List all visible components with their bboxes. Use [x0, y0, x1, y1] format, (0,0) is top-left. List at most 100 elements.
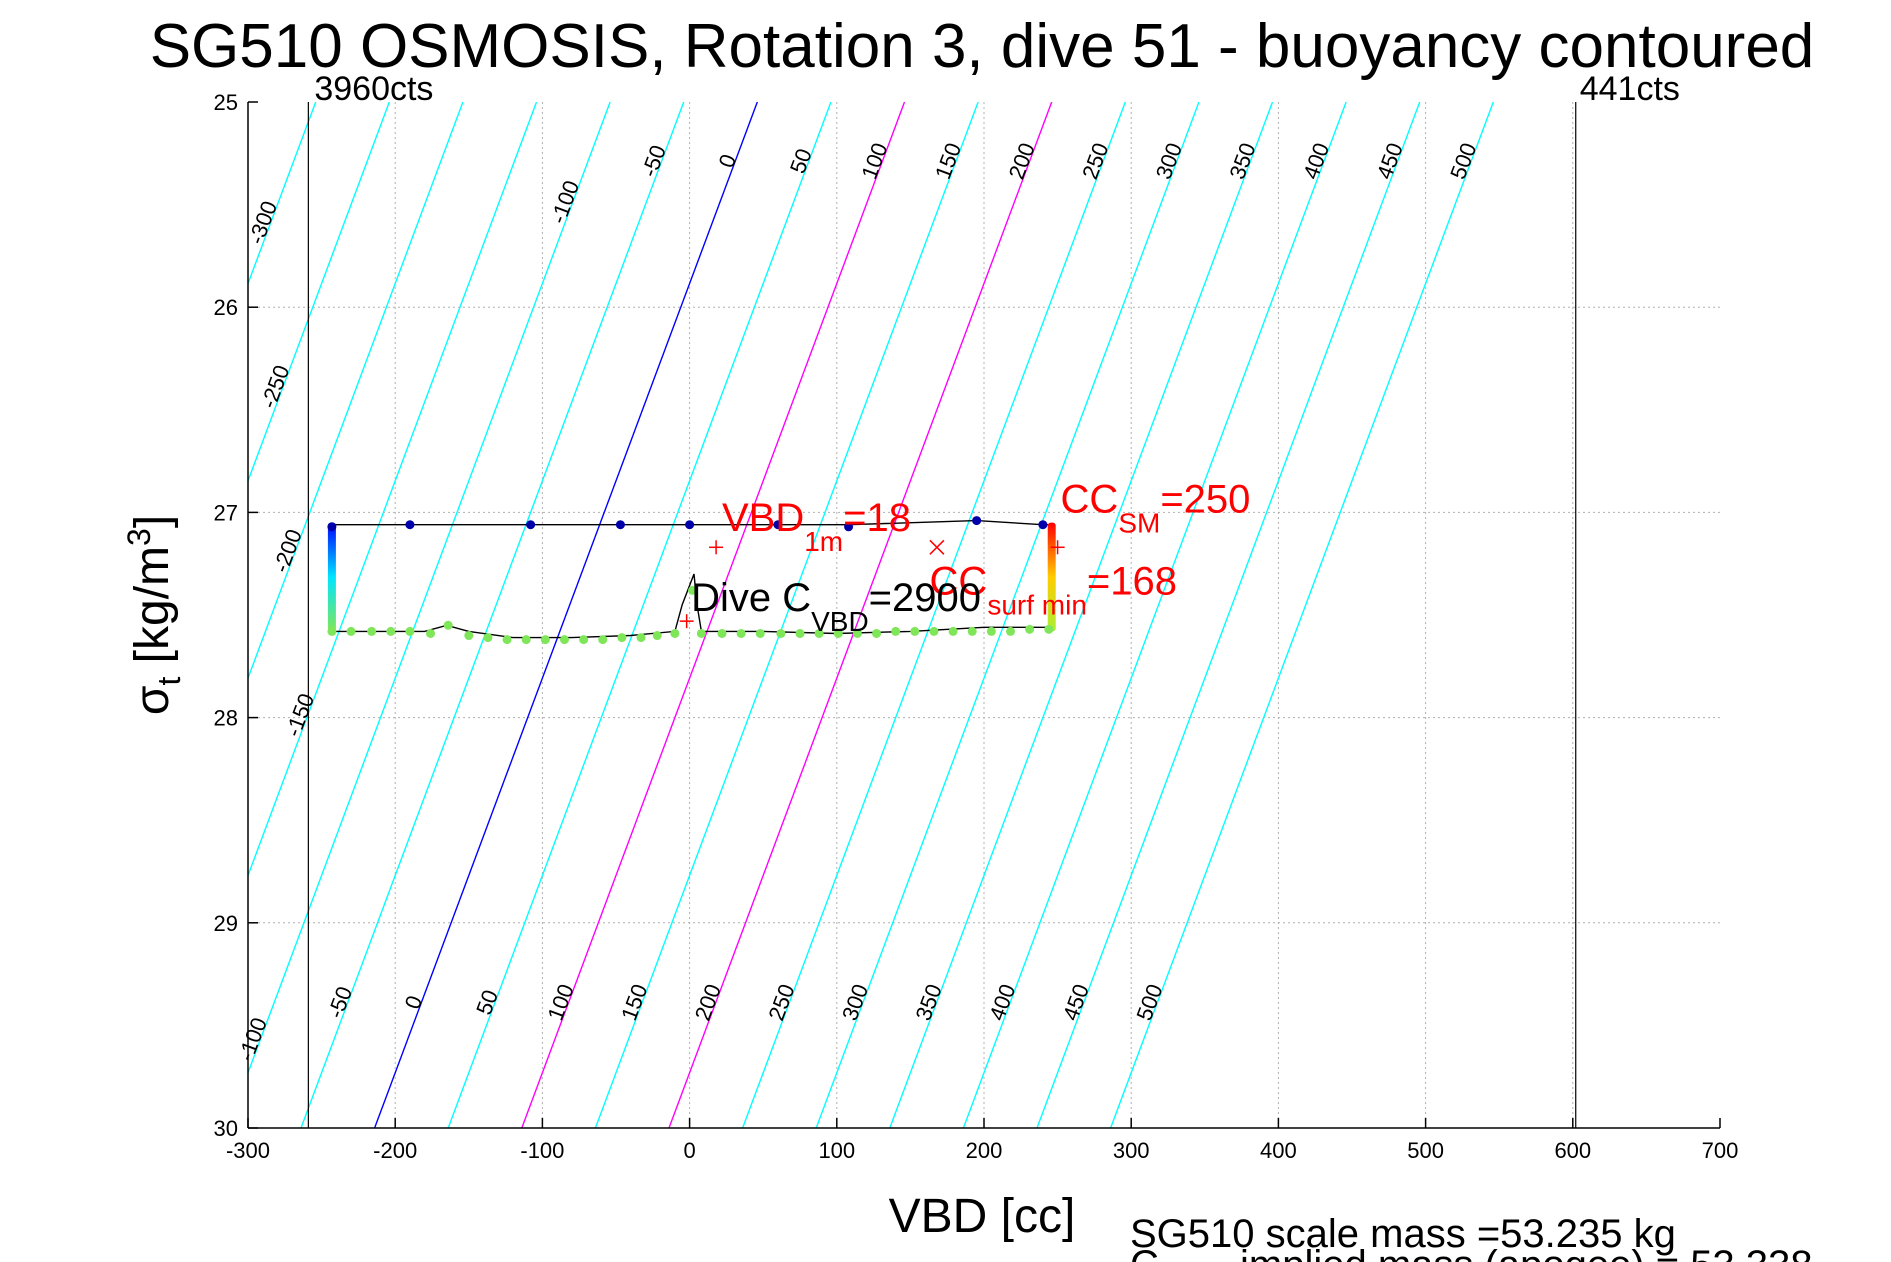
buoyancy-contour-line: [248, 102, 317, 286]
ascent-point: [852, 628, 862, 638]
buoyancy-contour-line: [447, 102, 832, 1128]
plus-marker: [679, 614, 694, 629]
ascent-point: [1044, 624, 1054, 634]
ascent-point: [872, 628, 882, 638]
ascent-point: [929, 626, 939, 636]
x-tick-label: 100: [818, 1138, 855, 1163]
plus-marker: [709, 540, 724, 555]
ascent-point: [617, 633, 627, 643]
y-axis-label-text: σt [kg/m3]: [121, 515, 187, 715]
annotation-vbd-1m: VBD1m=18: [722, 496, 911, 557]
buoyancy-contour-line: [248, 102, 464, 681]
buoyancy-contour-line: [1109, 102, 1494, 1128]
ascent-point: [717, 628, 727, 638]
x-tick-label: 300: [1113, 1138, 1150, 1163]
footer-c-symbol: C: [1130, 1243, 1159, 1262]
vbd-limit-label: 3960cts: [314, 70, 433, 108]
ascent-point: [891, 626, 901, 636]
descent-point: [773, 520, 783, 530]
buoyancy-contour-line: [889, 102, 1274, 1128]
axes: -300 -200 -100 0 100 200 300 400 500 600 700 25 26 27…: [214, 90, 1739, 1163]
annotation-value: =2900: [869, 576, 981, 620]
descent-point: [405, 520, 415, 530]
ascent-point: [967, 626, 977, 636]
ascent-point: [696, 628, 706, 638]
chart-title: SG510 OSMOSIS, Rotation 3, dive 51 - buo…: [150, 12, 1815, 81]
ascent-point: [776, 628, 786, 638]
annotation-main: CC: [930, 559, 988, 603]
annotation-sub: 1m: [804, 526, 843, 557]
y-label-close: ]: [126, 515, 179, 528]
ascent-point: [1025, 624, 1035, 634]
buoyancy-contour-line: [594, 102, 979, 1128]
y-tick-label: 25: [214, 90, 238, 115]
y-tick-label: 28: [214, 706, 238, 731]
ascent-point: [986, 626, 996, 636]
ascent-point: [670, 628, 680, 638]
ascent-point: [636, 633, 646, 643]
annotation-main: VBD: [722, 496, 804, 540]
ascent-point: [521, 635, 531, 645]
descent-point: [327, 522, 337, 532]
ascent-point: [948, 626, 958, 636]
descent-point: [1038, 520, 1048, 530]
ascent-point: [579, 635, 589, 645]
footer-implied-mass: implied mass (apogee) = 53.338: [1240, 1243, 1813, 1262]
footer-scale-mass: SG510 scale mass =53.235 kg: [1130, 1212, 1676, 1256]
ascent-point: [346, 626, 356, 636]
y-tick-label: 27: [214, 500, 238, 525]
annotation-value: =250: [1160, 477, 1250, 521]
buoyancy-contour-line: [962, 102, 1347, 1128]
x-tick-label: 400: [1260, 1138, 1297, 1163]
descent-point: [615, 520, 625, 530]
y-label-sup: 3: [121, 528, 157, 546]
grid-lines: [248, 102, 1720, 1128]
descent-point: [526, 520, 536, 530]
color-bar-right: [1047, 522, 1056, 632]
annotation-sub: surf min: [987, 589, 1087, 620]
ascent-point: [910, 626, 920, 636]
ascent-point: [327, 626, 337, 636]
x-tick-label: 600: [1554, 1138, 1591, 1163]
buoyancy-contours: [248, 102, 1494, 1128]
ascent-point: [502, 635, 512, 645]
ascent-point: [755, 628, 765, 638]
ascent-point: [688, 585, 698, 595]
x-marker: [929, 539, 945, 555]
buoyancy-contour-line: [248, 102, 611, 1075]
buoyancy-contour-line: [373, 102, 758, 1128]
annotation-value: =168: [1087, 559, 1177, 603]
footer-text: SG510 scale mass =53.235 kg C implied ma…: [1130, 1212, 1813, 1262]
ascent-point: [386, 626, 396, 636]
marker-stroke: [929, 539, 945, 555]
x-tick-label: 700: [1702, 1138, 1739, 1163]
ascent-point: [540, 635, 550, 645]
ascent-point: [443, 620, 453, 630]
annotation-main: Dive C: [691, 576, 811, 620]
buoyancy-contour-line: [741, 102, 1126, 1128]
y-tick-label: 29: [214, 911, 238, 936]
buoyancy-contour-line: [300, 102, 685, 1128]
annotation-sub: VBD: [811, 606, 869, 637]
x-tick-label: -100: [520, 1138, 564, 1163]
ascent-point: [1005, 626, 1015, 636]
plus-marker: [1050, 540, 1065, 555]
y-tick-label: 26: [214, 295, 238, 320]
annotation-value: =18: [843, 496, 911, 540]
buoyancy-contour-line: [248, 102, 538, 878]
vbd-limit-lines: 3960cts 441cts: [307, 70, 1680, 1128]
x-tick-label: 0: [683, 1138, 695, 1163]
ascent-point: [559, 635, 569, 645]
buoyancy-contour-line: [815, 102, 1200, 1128]
x-tick-label: -200: [373, 1138, 417, 1163]
annotation-cc-surf-min: CCsurf min=168: [930, 559, 1177, 620]
ascent-point: [405, 626, 415, 636]
buoyancy-contour-line: [521, 102, 906, 1128]
x-axis-label: VBD [cc]: [889, 1190, 1076, 1243]
x-tick-label: -300: [226, 1138, 270, 1163]
ascent-point: [426, 628, 436, 638]
descent-point: [972, 516, 982, 526]
ascent-point: [483, 633, 493, 643]
